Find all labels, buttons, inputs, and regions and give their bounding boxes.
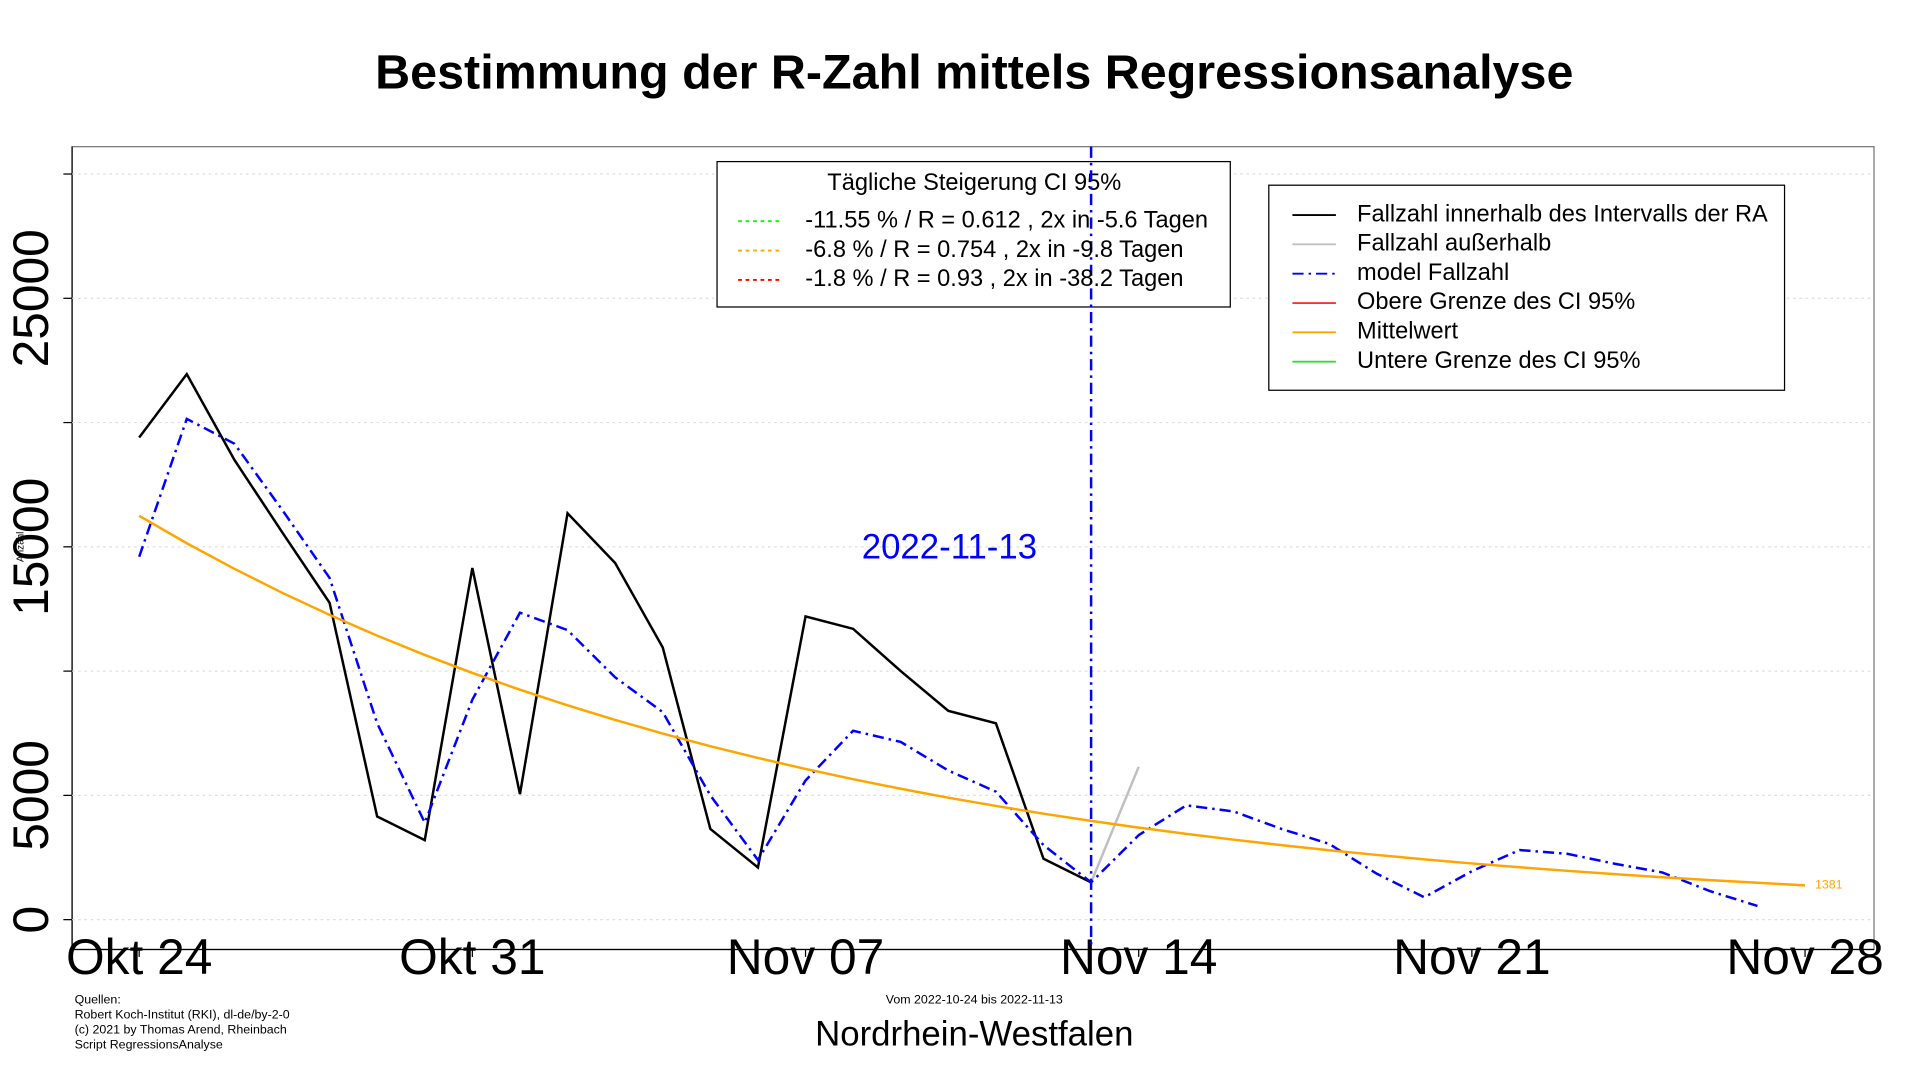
source-note: Robert Koch-Institut (RKI), dl-de/by-2-0 (75, 1008, 290, 1022)
y-tick-label: 25000 (3, 229, 59, 367)
legend-label: model Fallzahl (1357, 260, 1509, 286)
lines (138, 371, 1806, 908)
x-tick-label: Okt 24 (66, 929, 212, 985)
value-label: 1381 (1815, 878, 1843, 892)
x-tick-label: Okt 31 (399, 929, 545, 985)
source-note: (c) 2021 by Thomas Arend, Rheinbach (75, 1023, 287, 1037)
ci-legend-title: Tägliche Steigerung CI 95% (827, 170, 1121, 196)
y-tick-label: 15000 (3, 478, 59, 616)
chart-title: Bestimmung der R-Zahl mittels Regression… (375, 46, 1573, 100)
interval-end-label: 2022-11-13 (862, 529, 1037, 567)
x-axis-label: Nordrhein-Westfalen (815, 1016, 1133, 1054)
series-line (138, 417, 1758, 908)
y-tick-label: 5000 (3, 740, 59, 851)
legend-label: Fallzahl innerhalb des Intervalls der RA (1357, 201, 1768, 227)
legend-label: Fallzahl außerhalb (1357, 231, 1551, 257)
source-note: Script RegressionsAnalyse (75, 1037, 223, 1051)
series-line (138, 514, 1806, 887)
y-tick-label: 0 (3, 906, 59, 934)
ci-legend-box (716, 160, 1231, 308)
ci-legend-label: -11.55 % / R = 0.612 , 2x in -5.6 Tagen (805, 207, 1208, 233)
x-tick-label: Nov 28 (1726, 929, 1883, 985)
legend-label: Obere Grenze des CI 95% (1357, 289, 1635, 315)
series-line (138, 371, 1092, 884)
x-tick-label: Nov 21 (1393, 929, 1550, 985)
period-note: Vom 2022-10-24 bis 2022-11-13 (886, 993, 1063, 1007)
ci-legend-label: -6.8 % / R = 0.754 , 2x in -9.8 Tagen (805, 237, 1183, 263)
legend-box (1268, 184, 1786, 391)
legend-label: Mittelwert (1357, 319, 1458, 345)
x-tick-label: Nov 14 (1060, 929, 1217, 985)
y-axis-label: Anzahl (16, 532, 27, 562)
source-note: Quellen: (75, 993, 121, 1007)
x-tick-label: Nov 07 (727, 929, 884, 985)
ci-legend-label: -1.8 % / R = 0.93 , 2x in -38.2 Tagen (805, 266, 1183, 292)
legend-label: Untere Grenze des CI 95% (1357, 348, 1640, 374)
